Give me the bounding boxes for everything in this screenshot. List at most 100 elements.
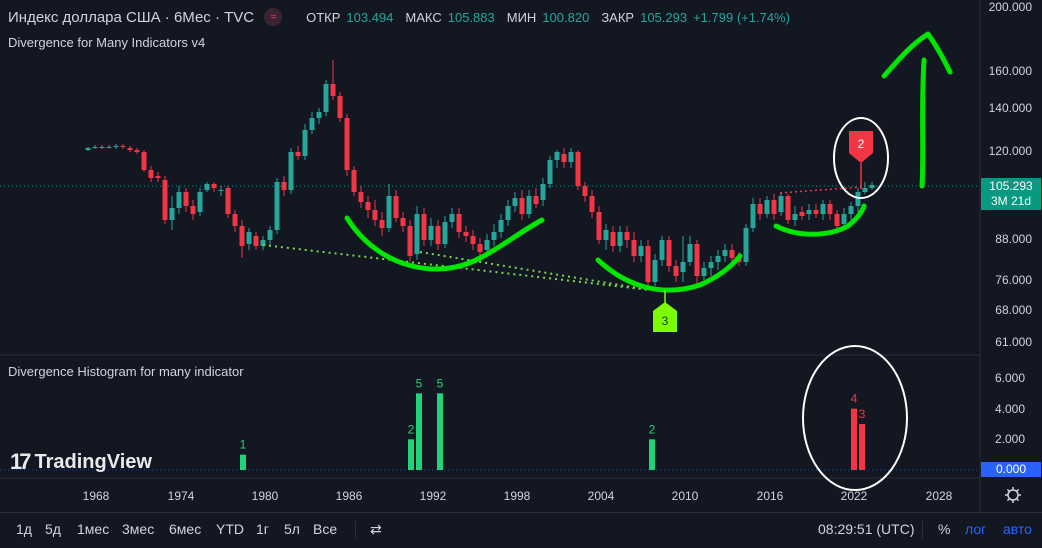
candle-body xyxy=(554,152,560,160)
go-to-date-icon[interactable]: ⇄ xyxy=(370,521,382,537)
range-1y-button[interactable]: 1г xyxy=(256,521,269,537)
auto-toggle[interactable]: авто xyxy=(1003,521,1032,537)
bullish-hist-bar xyxy=(437,393,443,470)
candle-body xyxy=(246,232,252,244)
annotation-curve-3 xyxy=(773,203,867,237)
tradingview-logo: 17 TradingView xyxy=(10,449,152,475)
candle-body xyxy=(274,182,280,230)
tradingview-logo-icon: 17 xyxy=(10,449,32,474)
bullish-hist-bar xyxy=(408,439,414,470)
candle-body xyxy=(687,244,693,262)
symbol-title[interactable]: Индекс доллара США · 6Мес · TVC xyxy=(8,8,255,26)
candle-body xyxy=(855,192,861,206)
candle-body xyxy=(617,232,623,246)
range-1d-button[interactable]: 1д xyxy=(16,521,32,537)
high-label: МАКС xyxy=(405,9,442,25)
candle-body xyxy=(386,196,392,228)
candle-body xyxy=(253,236,259,246)
bearish-hist-bar xyxy=(851,408,857,470)
candle-body xyxy=(771,200,777,214)
price-axis-label: 140.000 xyxy=(989,101,1033,115)
candle-body xyxy=(239,226,245,246)
candle-body xyxy=(785,196,791,220)
bearish-hist-bar-label: 4 xyxy=(851,392,858,406)
bullish-hist-bar xyxy=(416,393,422,470)
candle-body xyxy=(309,118,315,130)
range-1m-button[interactable]: 1мес xyxy=(77,521,110,537)
hist-axis-label: 2.000 xyxy=(995,432,1025,446)
candle-body xyxy=(162,180,168,220)
time-axis-label: 2022 xyxy=(841,489,868,503)
candle-body xyxy=(120,146,126,147)
candle-body xyxy=(834,214,840,226)
candle-body xyxy=(358,192,364,202)
time-axis-label: 2010 xyxy=(672,489,699,503)
candle-body xyxy=(295,152,301,156)
candle-body xyxy=(792,214,798,220)
open-label: ОТКР xyxy=(306,9,341,25)
candle-body xyxy=(225,188,231,214)
range-3m-button[interactable]: 3мес xyxy=(122,521,155,537)
time-axis-label: 1974 xyxy=(168,489,195,503)
indicator-title-top[interactable]: Divergence for Many Indicators v4 xyxy=(8,35,206,50)
bearish-divergence-marker: 2 xyxy=(849,131,873,189)
bottom-toolbar: 1д 5д 1мес 3мес 6мес YTD 1г 5л Все ⇄ 08:… xyxy=(0,512,1042,548)
time-axis-label: 2016 xyxy=(757,489,784,503)
candle-body xyxy=(477,244,483,252)
bullish-hist-bar-label: 2 xyxy=(408,422,415,436)
candle-body xyxy=(113,146,119,147)
time-axis-label: 2028 xyxy=(926,489,953,503)
candle-body xyxy=(561,154,567,162)
clock-time[interactable]: 08:29:51 (UTC) xyxy=(818,521,915,537)
candle-body xyxy=(568,152,574,162)
candle-body xyxy=(260,240,266,246)
price-axis-label: 120.000 xyxy=(989,144,1033,158)
candle-body xyxy=(92,147,98,148)
candle-body xyxy=(652,260,658,282)
candle-body xyxy=(99,147,105,148)
candle-body xyxy=(708,262,714,268)
candle-body xyxy=(211,184,217,188)
candle-body xyxy=(232,214,238,226)
candle-body xyxy=(106,147,112,148)
candle-body xyxy=(428,226,434,240)
hist-zero-tag: 0.000 xyxy=(981,462,1041,477)
candle-body xyxy=(582,186,588,196)
candle-body xyxy=(302,130,308,156)
range-6m-button[interactable]: 6мес xyxy=(169,521,202,537)
range-ytd-button[interactable]: YTD xyxy=(216,521,244,537)
candle-body xyxy=(526,196,532,214)
symbol-header: Индекс доллара США · 6Мес · TVC ≈ ОТКР 10… xyxy=(8,8,790,26)
candle-body xyxy=(575,152,581,186)
candle-body xyxy=(281,182,287,190)
range-5y-button[interactable]: 5л xyxy=(284,521,300,537)
price-axis-label: 160.000 xyxy=(989,64,1033,78)
time-axis-label: 1998 xyxy=(504,489,531,503)
candle-body xyxy=(393,196,399,218)
candle-body xyxy=(603,230,609,240)
current-price-tag: 105.293 3M 21d xyxy=(981,178,1041,210)
bullish-hist-bar-label: 1 xyxy=(240,438,247,452)
candle-body xyxy=(197,192,203,212)
time-axis-label: 2004 xyxy=(588,489,615,503)
annotation-circle-bottom xyxy=(802,345,908,491)
divergence-histogram: 1 2 5 5 2 43 xyxy=(240,376,866,470)
time-axis-label: 1968 xyxy=(83,489,110,503)
candle-body xyxy=(631,240,637,256)
annotation-circle-top xyxy=(833,117,889,199)
candle-body xyxy=(813,210,819,214)
percent-toggle[interactable]: % xyxy=(938,521,951,537)
hist-axis-label: 4.000 xyxy=(995,402,1025,416)
low-label: МИН xyxy=(506,9,537,25)
range-all-button[interactable]: Все xyxy=(313,521,338,537)
range-5d-button[interactable]: 5д xyxy=(45,521,61,537)
candle-body xyxy=(190,206,196,214)
indicator-title-bottom[interactable]: Divergence Histogram for many indicator xyxy=(8,364,244,379)
candle-body xyxy=(148,170,154,178)
candle-body xyxy=(470,236,476,244)
candle-body xyxy=(547,160,553,184)
gear-icon[interactable] xyxy=(1005,487,1021,503)
log-toggle[interactable]: лог xyxy=(965,521,987,537)
hist-axis-label: 6.000 xyxy=(995,371,1025,385)
